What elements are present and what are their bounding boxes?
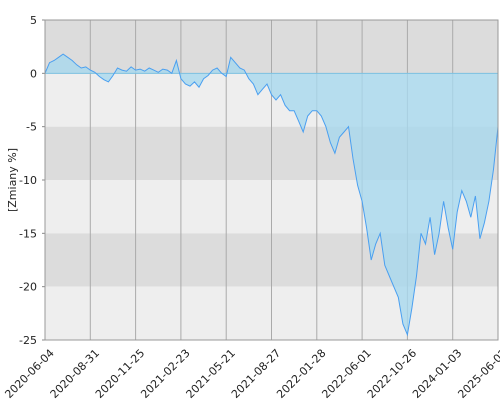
- y-tick-label: -20: [19, 281, 37, 294]
- y-tick-label: -5: [26, 121, 37, 134]
- line: [44, 53, 499, 337]
- y-tick-label: 5: [30, 14, 37, 27]
- y-tick-label: 0: [30, 67, 37, 80]
- y-tick-label: -25: [19, 334, 37, 347]
- y-axis-label: [Zmiany %]: [6, 148, 19, 212]
- plot-border: [44, 19, 499, 341]
- y-tick-label: -15: [19, 227, 37, 240]
- y-tick-label: -10: [19, 174, 37, 187]
